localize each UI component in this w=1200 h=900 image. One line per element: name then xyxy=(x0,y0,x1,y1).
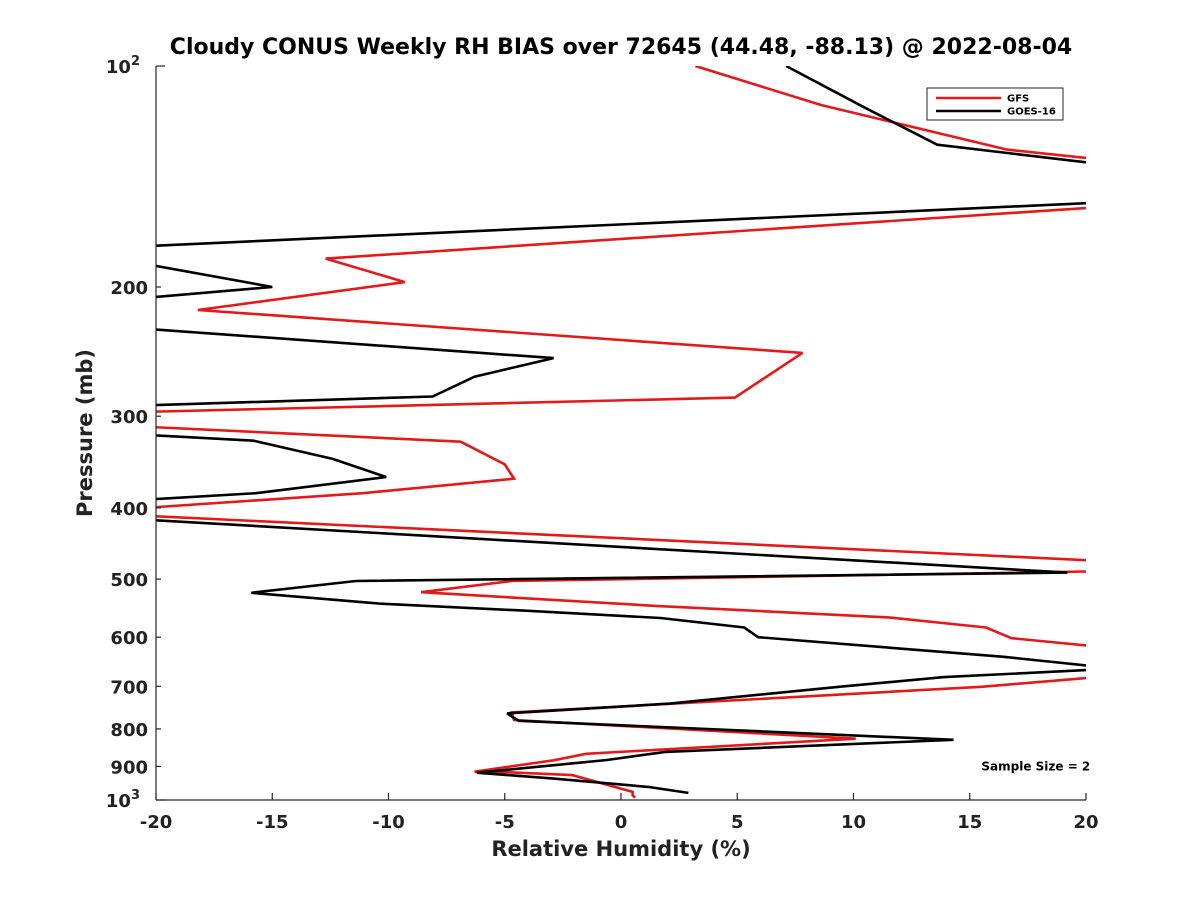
x-tick-label: -10 xyxy=(372,812,405,833)
y-tick-label: 900 xyxy=(110,757,148,778)
x-tick-label: 20 xyxy=(1073,812,1098,833)
series-layer xyxy=(156,66,1086,799)
x-tick-label: -20 xyxy=(140,812,173,833)
y-axis-label: Pressure (mb) xyxy=(73,349,97,517)
y-tick-label: 300 xyxy=(110,407,148,428)
x-tick-label: 10 xyxy=(841,812,866,833)
x-axis-ticks: -20 -15 -10 -5 0 5 10 15 20 xyxy=(140,793,1099,833)
y-tick-label: 102 xyxy=(106,54,140,78)
x-tick-label: 5 xyxy=(731,812,744,833)
series-line-goes-16 xyxy=(156,66,1086,795)
y-tick-label: 700 xyxy=(110,677,148,698)
y-axis-ticks: 102 200 300 400 500 600 700 800 900 103 xyxy=(106,54,165,812)
legend-entry: GFS xyxy=(1007,94,1029,105)
legend-box xyxy=(926,87,1064,121)
annotation-sample-size: Sample Size = 2 xyxy=(981,759,1090,773)
legend-entry: GOES-16 xyxy=(1007,107,1056,118)
x-tick-label: 0 xyxy=(615,812,628,833)
x-tick-label: -15 xyxy=(256,812,289,833)
y-tick-label: 800 xyxy=(110,720,148,741)
y-tick-label: 400 xyxy=(110,499,148,520)
legend: GFS GOES-16 xyxy=(926,87,1064,121)
x-tick-label: -5 xyxy=(495,812,515,833)
y-tick-label: 600 xyxy=(110,628,148,649)
x-tick-label: 15 xyxy=(957,812,982,833)
y-tick-label: 103 xyxy=(106,788,140,812)
y-tick-label: 200 xyxy=(110,278,148,299)
y-tick-label: 500 xyxy=(110,570,148,591)
annotations: Sample Size = 2 xyxy=(981,759,1090,773)
chart-title: Cloudy CONUS Weekly RH BIAS over 72645 (… xyxy=(170,35,1072,60)
x-axis-label: Relative Humidity (%) xyxy=(491,837,750,861)
